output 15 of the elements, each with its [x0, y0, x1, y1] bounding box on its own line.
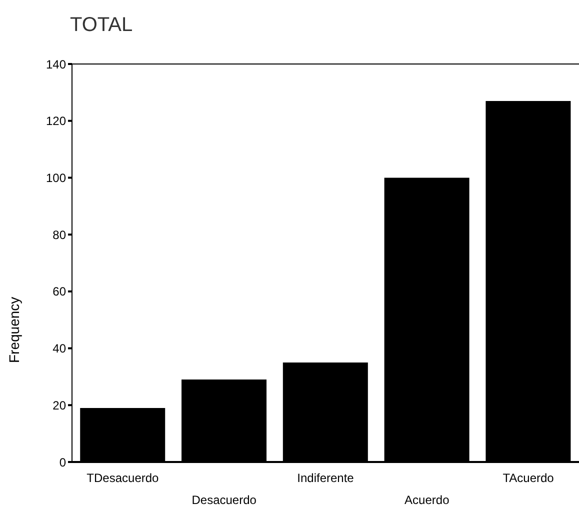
- y-tick-label: 80: [52, 228, 66, 242]
- x-tick-label: TAcuerdo: [502, 471, 554, 485]
- x-tick-label: Indiferente: [297, 471, 354, 485]
- x-tick-label: Desacuerdo: [192, 493, 257, 507]
- y-axis-title: Frequency: [6, 296, 22, 363]
- y-tick-label: 0: [59, 455, 66, 470]
- y-tick-label: 100: [46, 170, 66, 185]
- y-tick-label: 140: [46, 57, 66, 72]
- chart-title: TOTAL: [70, 14, 133, 37]
- y-tick-label: 60: [52, 284, 66, 299]
- y-tick-label: 20: [52, 398, 66, 412]
- y-tick-label: 40: [52, 342, 66, 356]
- x-tick-label: TDesacuerdo: [86, 471, 160, 485]
- x-tick-label: Acuerdo: [404, 493, 450, 507]
- y-tick-label: 120: [46, 114, 66, 128]
